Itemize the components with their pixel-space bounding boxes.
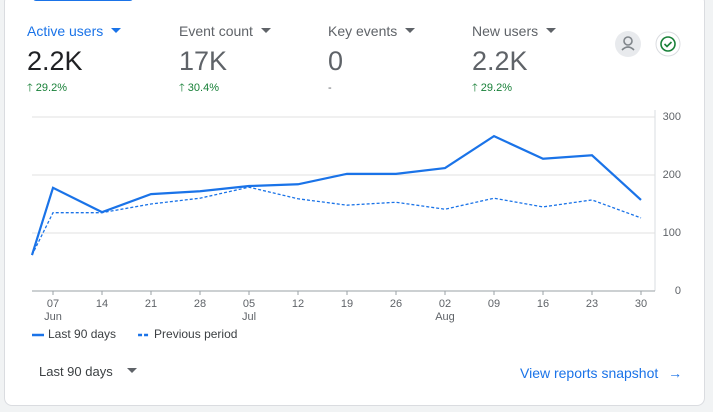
metric-tab[interactable]: Active users 2.2K 🡑 29.2% bbox=[27, 21, 122, 95]
status-icon[interactable] bbox=[655, 31, 681, 57]
metric-label: Active users bbox=[27, 21, 122, 41]
metric-label: Key events bbox=[328, 21, 416, 41]
metric-label: Event count bbox=[179, 21, 271, 41]
x-tick-label: 16 bbox=[537, 298, 549, 310]
metric-change-text: 29.2% bbox=[35, 82, 67, 94]
metric-value: 17K bbox=[179, 46, 228, 76]
metric-change-text: 29.2% bbox=[480, 82, 512, 94]
x-tick-label: 28 bbox=[194, 298, 206, 310]
metric-value: 2.2K bbox=[472, 46, 528, 76]
x-tick-label: 05 bbox=[243, 298, 255, 310]
metric-change: 🡑 29.2% bbox=[472, 82, 512, 94]
metric-tab[interactable]: Event count 17K 🡑 30.4% bbox=[179, 21, 271, 95]
metric-tab[interactable]: New users 2.2K 🡑 29.2% bbox=[472, 21, 557, 95]
view-snapshot-link[interactable]: View reports snapshot → bbox=[520, 365, 683, 381]
metric-change: - bbox=[328, 82, 332, 94]
date-range-text: Last 90 days bbox=[39, 364, 113, 379]
y-tick-label: 100 bbox=[663, 227, 681, 239]
y-tick-label: 300 bbox=[663, 111, 681, 123]
metric-label-text: Event count bbox=[179, 23, 253, 39]
metric-label-text: Active users bbox=[27, 23, 104, 39]
x-month-label: Jul bbox=[242, 311, 256, 323]
x-tick-label: 26 bbox=[390, 298, 402, 310]
series-line bbox=[30, 134, 642, 256]
x-tick-label: 19 bbox=[341, 298, 353, 310]
legend-label: Previous period bbox=[154, 327, 237, 341]
metric-change: 🡑 29.2% bbox=[27, 82, 67, 94]
y-tick-label: 0 bbox=[675, 285, 681, 297]
x-month-label: Aug bbox=[435, 311, 455, 323]
metric-value: 0 bbox=[328, 46, 344, 76]
x-tick-label: 02 bbox=[439, 298, 451, 310]
metric-change: 🡑 30.4% bbox=[179, 82, 219, 94]
x-tick-label: 14 bbox=[96, 298, 108, 310]
header-icons bbox=[615, 31, 681, 57]
series-line bbox=[31, 186, 642, 256]
metric-label-text: Key events bbox=[328, 23, 398, 39]
x-tick-label: 09 bbox=[488, 298, 500, 310]
metric-label: New users bbox=[472, 21, 557, 41]
active-tab-indicator bbox=[33, 0, 133, 1]
insights-icon[interactable] bbox=[615, 31, 641, 57]
x-tick-label: 12 bbox=[292, 298, 304, 310]
x-tick-label: 30 bbox=[635, 298, 647, 310]
legend-label: Last 90 days bbox=[48, 327, 116, 341]
y-tick-label: 200 bbox=[663, 169, 681, 181]
card: Active users 2.2K 🡑 29.2% Event count 17… bbox=[4, 0, 705, 406]
metric-tab[interactable]: Key events 0 - bbox=[328, 21, 416, 95]
metric-label-text: New users bbox=[472, 23, 539, 39]
link-text: View reports snapshot bbox=[520, 365, 659, 381]
x-tick-label: 23 bbox=[586, 298, 598, 310]
metric-value: 2.2K bbox=[27, 46, 83, 76]
metric-change-text: 30.4% bbox=[187, 82, 219, 94]
x-tick-label: 21 bbox=[145, 298, 157, 310]
x-tick-label: 07 bbox=[47, 298, 59, 310]
date-range-select[interactable]: Last 90 days bbox=[39, 364, 137, 379]
x-month-label: Jun bbox=[44, 311, 62, 323]
